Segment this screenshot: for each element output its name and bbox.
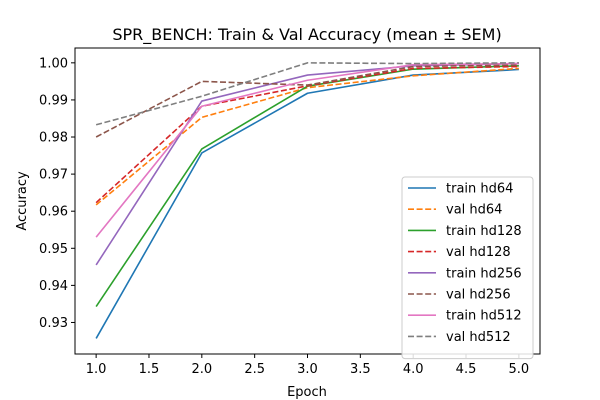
legend-label: val hd256	[446, 288, 511, 303]
series-line-train-hd512	[95, 62, 519, 238]
legend-label: val hd512	[446, 330, 511, 345]
x-axis: 1.0 1.5 2.0 2.5 3.0 3.5 4.0 4.5 5.0	[86, 354, 529, 377]
y-tick-label: 0.97	[39, 168, 68, 183]
x-axis-label: Epoch	[287, 385, 327, 400]
y-tick-label: 0.98	[39, 131, 68, 146]
legend-box	[401, 176, 534, 360]
legend-label: val hd128	[446, 245, 511, 260]
x-tick-label: 4.0	[403, 362, 424, 377]
legend-label: train hd128	[446, 224, 522, 239]
x-tick-label: 3.0	[297, 362, 318, 377]
series-layer	[95, 62, 519, 339]
y-axis-label: Accuracy	[15, 171, 30, 231]
x-tick-label: 1.5	[139, 362, 160, 377]
series-line-val-hd512	[95, 62, 519, 126]
x-tick-label: 5.0	[509, 362, 530, 377]
x-tick-label: 2.0	[191, 362, 212, 377]
series-line-val-hd64	[95, 67, 519, 206]
y-tick-label: 0.93	[39, 316, 68, 331]
y-tick-label: 0.99	[39, 93, 68, 108]
y-axis: 0.93 0.94 0.95 0.96 0.97 0.98 0.99 1.00	[39, 56, 75, 331]
y-tick-label: 0.95	[39, 242, 68, 257]
x-tick-label: 2.5	[244, 362, 265, 377]
legend-label: train hd512	[446, 309, 522, 324]
legend: train hd64 val hd64 train hd128 val hd128 tr…	[401, 176, 534, 360]
series-line-val-hd256	[95, 63, 519, 138]
legend-label: train hd256	[446, 266, 522, 281]
y-tick-label: 0.96	[39, 205, 68, 220]
chart-title: SPR_BENCH: Train & Val Accuracy (mean ± …	[112, 25, 501, 45]
x-tick-label: 3.5	[350, 362, 371, 377]
y-tick-label: 1.00	[39, 56, 68, 71]
x-tick-label: 4.5	[456, 362, 477, 377]
legend-label: val hd64	[446, 203, 502, 218]
x-tick-label: 1.0	[86, 362, 107, 377]
y-tick-label: 0.94	[39, 279, 68, 294]
legend-label: train hd64	[446, 182, 513, 197]
